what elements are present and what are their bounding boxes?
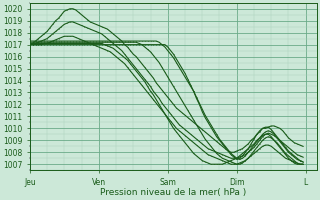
X-axis label: Pression niveau de la mer( hPa ): Pression niveau de la mer( hPa ) <box>100 188 247 197</box>
